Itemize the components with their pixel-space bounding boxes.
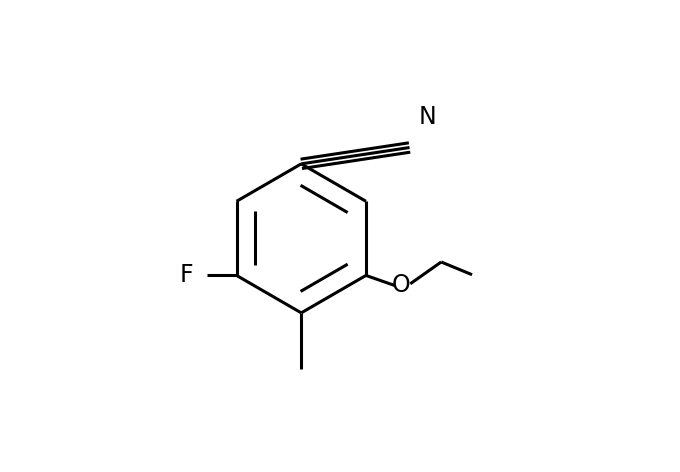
Text: F: F (180, 263, 193, 287)
Text: O: O (392, 273, 411, 297)
Text: N: N (418, 105, 436, 129)
